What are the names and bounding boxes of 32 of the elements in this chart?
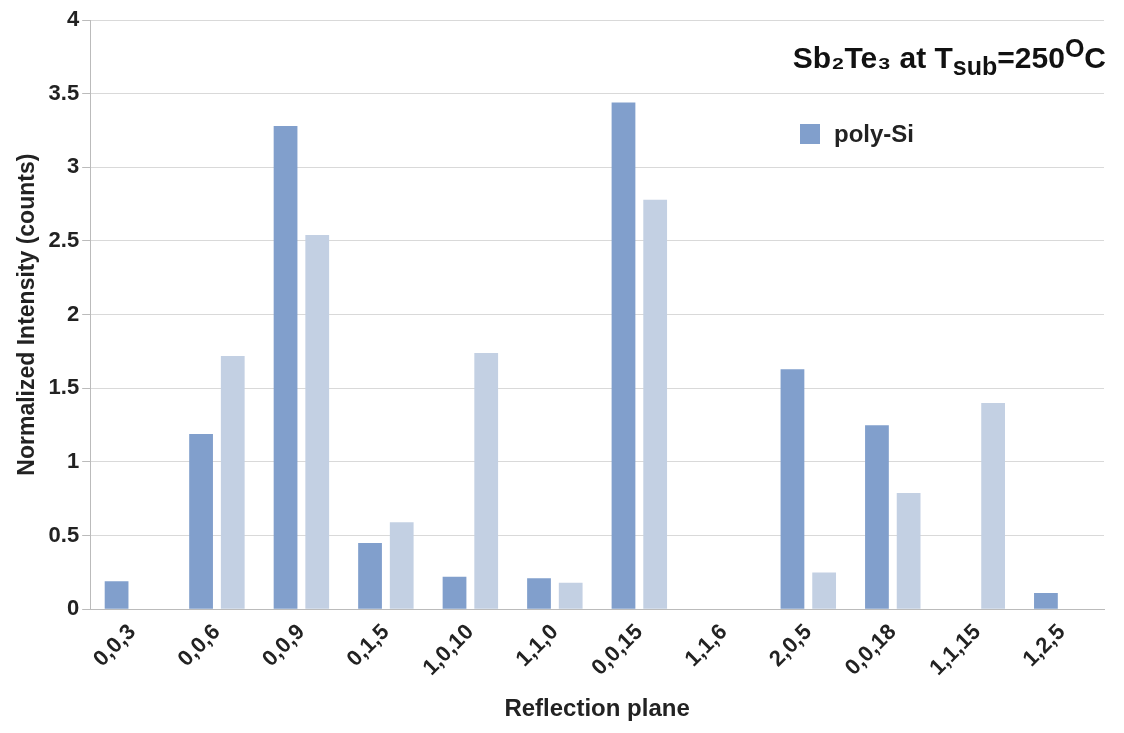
bar	[442, 576, 467, 609]
bar	[611, 102, 636, 609]
y-tick-label: 2	[66, 300, 80, 326]
bar	[643, 199, 668, 609]
bar	[1034, 593, 1058, 609]
y-tick-label: 1	[66, 448, 80, 474]
y-tick-label: 4	[66, 6, 80, 32]
bar	[220, 355, 245, 609]
bar	[812, 572, 837, 609]
bar	[358, 542, 382, 609]
y-axis-title: Normalized Intensity (counts)	[13, 153, 40, 476]
bar	[389, 522, 414, 609]
legend-label: poly-Si	[834, 120, 915, 148]
bar	[865, 425, 889, 609]
bar	[527, 578, 551, 609]
bar	[981, 403, 1005, 609]
bar	[474, 352, 499, 609]
x-axis-title: Reflection plane	[504, 694, 690, 722]
bar	[558, 582, 583, 609]
bar	[780, 369, 805, 609]
bar	[273, 126, 298, 609]
annotation: Sb₂Te₃ at T$_{sub}$=250$^{O}$C	[792, 34, 1106, 81]
bar	[189, 433, 213, 609]
y-tick-label: 3.5	[48, 79, 80, 105]
y-tick-label: 0	[66, 595, 80, 621]
y-tick-label: 1.5	[48, 374, 80, 400]
y-tick-label: 2.5	[48, 227, 80, 253]
bar	[896, 492, 921, 609]
bar	[305, 235, 330, 609]
y-tick-label: 0.5	[48, 521, 80, 547]
bar	[104, 581, 129, 609]
y-tick-label: 3	[66, 153, 80, 179]
